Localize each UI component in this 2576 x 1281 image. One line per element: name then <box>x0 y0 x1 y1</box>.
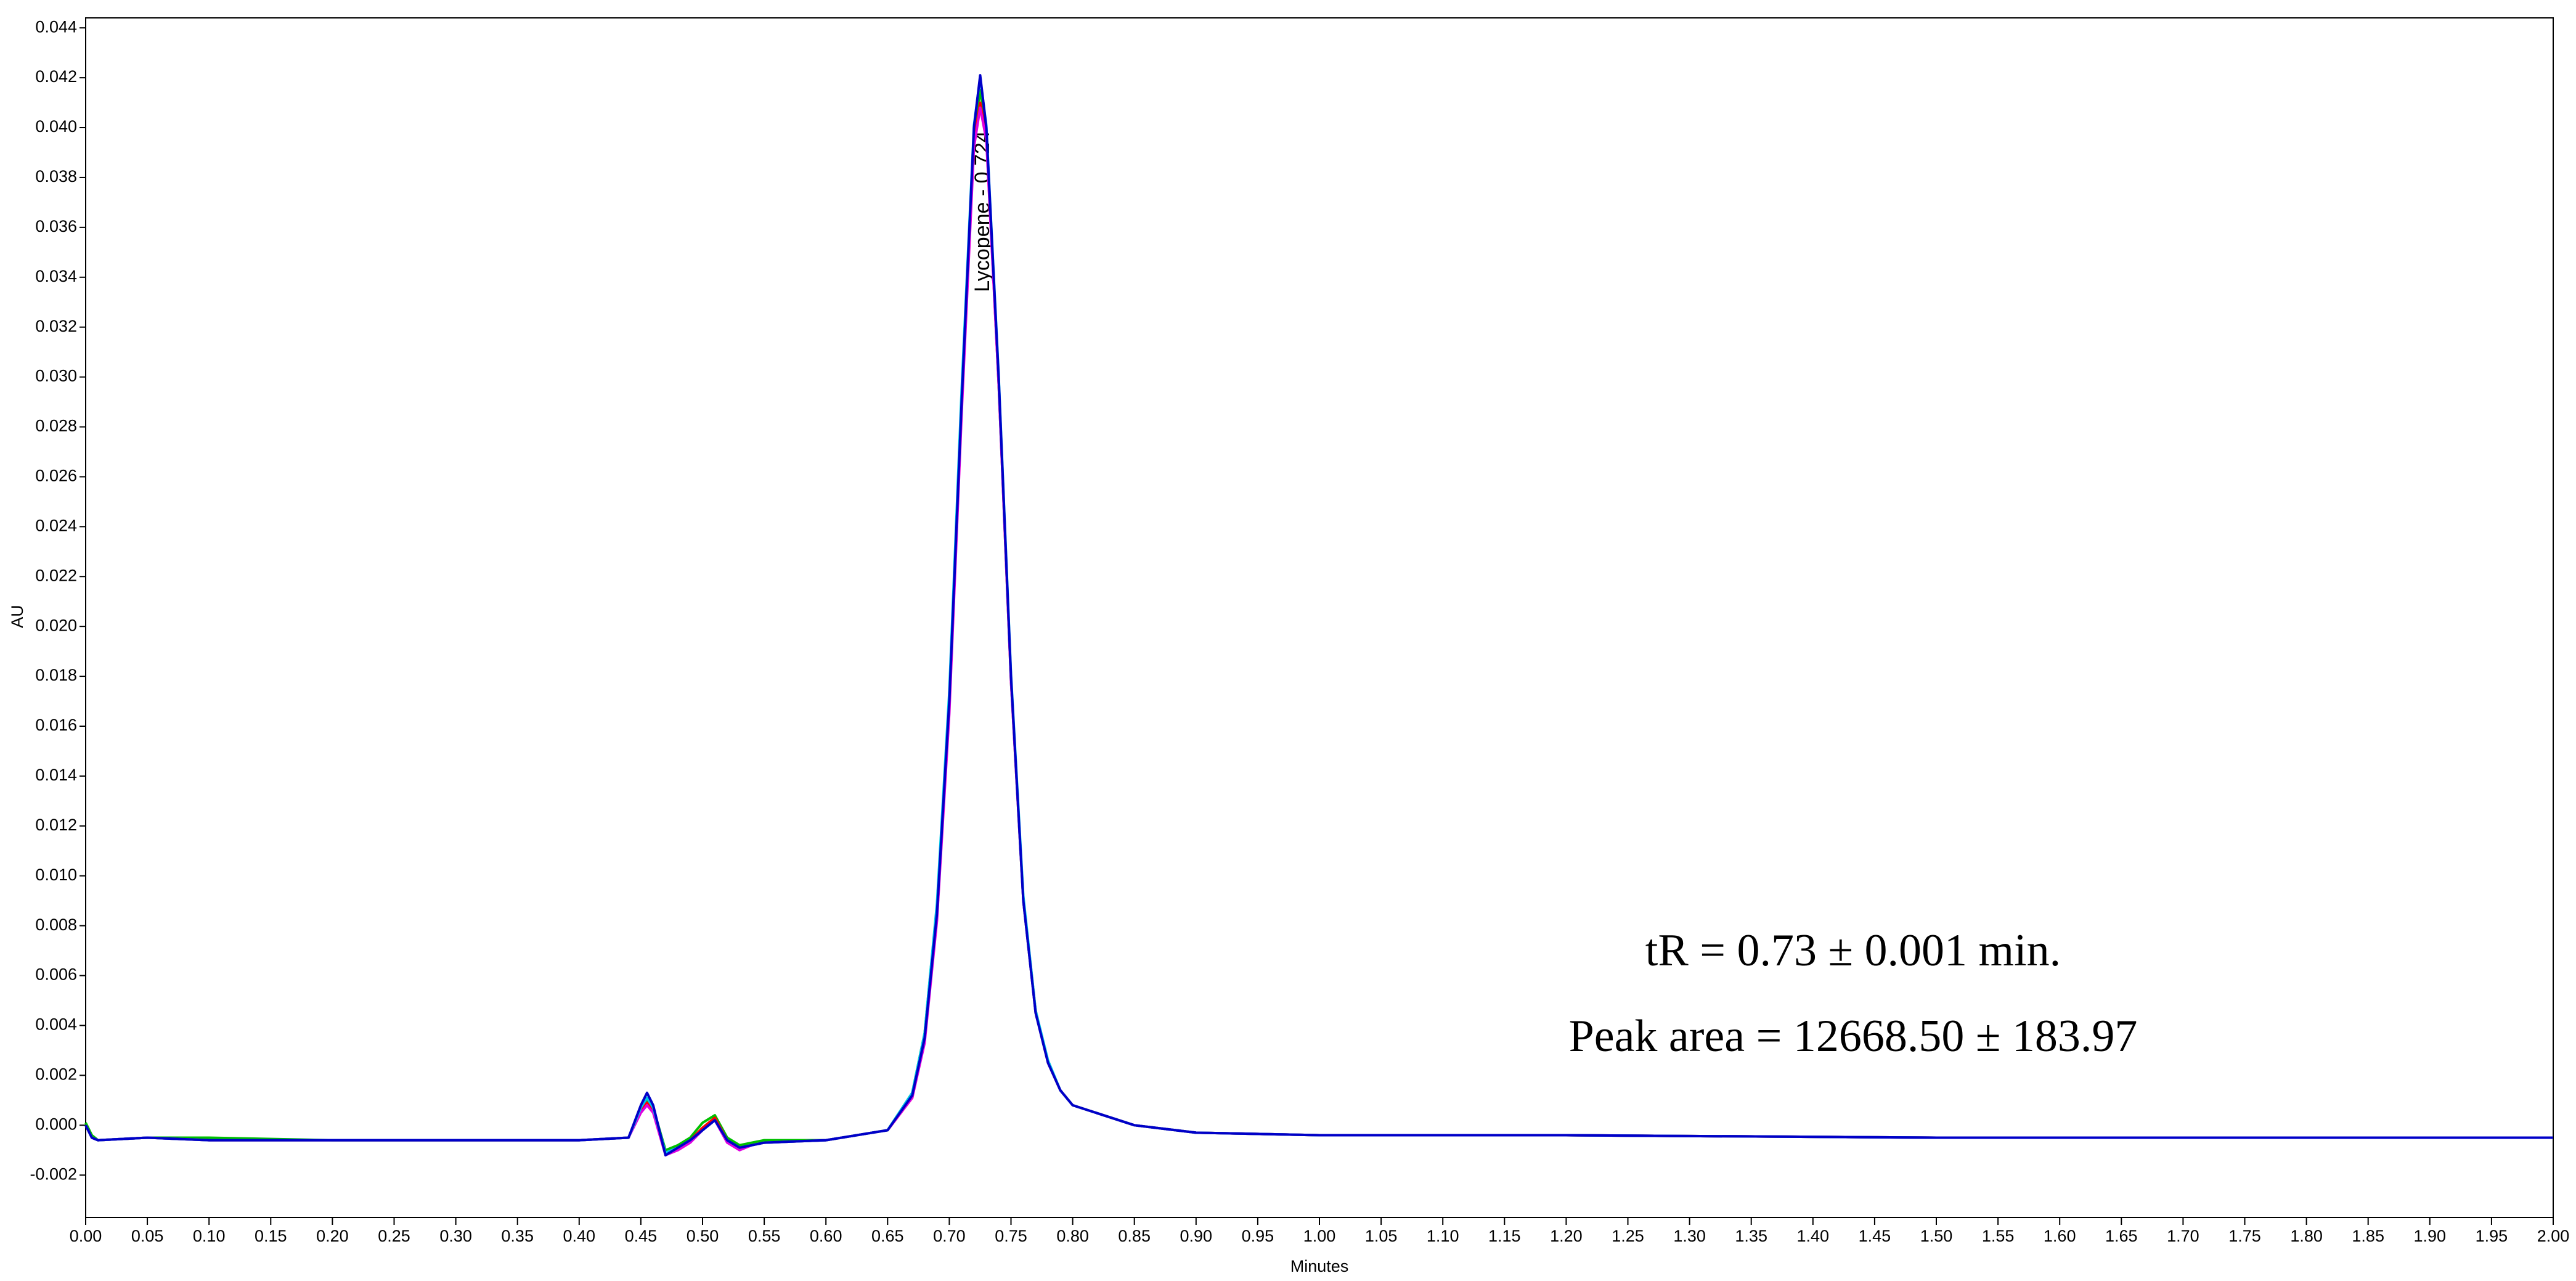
y-tick-label: 0.038 <box>35 167 77 186</box>
x-tick-label: 1.95 <box>2476 1227 2508 1245</box>
x-tick-label: 1.30 <box>1673 1227 1706 1245</box>
x-tick-label: 0.10 <box>193 1227 226 1245</box>
x-tick-label: 0.35 <box>501 1227 534 1245</box>
x-tick-label: 2.00 <box>2537 1227 2570 1245</box>
x-tick-label: 0.85 <box>1118 1227 1151 1245</box>
x-tick-label: 1.90 <box>2414 1227 2447 1245</box>
x-tick-label: 0.65 <box>871 1227 904 1245</box>
x-tick-label: 0.40 <box>563 1227 596 1245</box>
x-tick-label: 1.35 <box>1735 1227 1767 1245</box>
x-tick-label: 1.65 <box>2105 1227 2138 1245</box>
y-tick-label: 0.002 <box>35 1065 77 1084</box>
x-tick-label: 0.25 <box>378 1227 410 1245</box>
x-tick-label: 0.90 <box>1180 1227 1213 1245</box>
y-tick-label: 0.010 <box>35 866 77 884</box>
x-tick-label: 0.75 <box>995 1227 1027 1245</box>
y-tick-label: 0.012 <box>35 816 77 834</box>
x-tick-label: 0.95 <box>1242 1227 1274 1245</box>
x-tick-label: 0.45 <box>625 1227 658 1245</box>
y-tick-label: 0.042 <box>35 67 77 86</box>
x-axis-label: Minutes <box>1290 1257 1349 1275</box>
x-tick-label: 1.20 <box>1550 1227 1583 1245</box>
x-tick-label: 0.55 <box>748 1227 781 1245</box>
x-tick-label: 0.60 <box>810 1227 842 1245</box>
x-tick-label: 1.85 <box>2352 1227 2384 1245</box>
x-tick-label: 1.05 <box>1365 1227 1398 1245</box>
retention-annotation: tR = 0.73 ± 0.001 min. <box>1645 925 2061 976</box>
y-tick-label: 0.030 <box>35 367 77 385</box>
x-tick-label: 1.50 <box>1920 1227 1953 1245</box>
x-tick-label: 1.60 <box>2044 1227 2076 1245</box>
y-tick-label: 0.032 <box>35 317 77 335</box>
x-tick-label: 1.40 <box>1797 1227 1830 1245</box>
y-tick-label: 0.034 <box>35 267 77 285</box>
x-tick-label: 1.25 <box>1612 1227 1644 1245</box>
y-tick-label: 0.040 <box>35 117 77 136</box>
x-tick-label: 0.05 <box>131 1227 164 1245</box>
x-tick-label: 1.55 <box>1982 1227 2015 1245</box>
y-tick-label: 0.024 <box>35 516 77 534</box>
area-annotation: Peak area = 12668.50 ± 183.97 <box>1569 1011 2138 1062</box>
y-tick-label: 0.022 <box>35 566 77 584</box>
y-tick-label: 0.016 <box>35 716 77 734</box>
series-line <box>84 101 2553 1154</box>
x-tick-label: 0.50 <box>687 1227 719 1245</box>
x-tick-label: 0.20 <box>316 1227 349 1245</box>
y-tick-label: 0.006 <box>35 965 77 984</box>
x-tick-label: 1.15 <box>1488 1227 1521 1245</box>
x-tick-label: 1.70 <box>2167 1227 2199 1245</box>
y-tick-label: 0.020 <box>35 616 77 634</box>
series-line <box>84 106 2553 1156</box>
x-tick-label: 1.00 <box>1303 1227 1336 1245</box>
series-line <box>84 89 2553 1152</box>
x-tick-label: 0.00 <box>70 1227 102 1245</box>
x-tick-label: 1.10 <box>1427 1227 1459 1245</box>
y-tick-label: 0.026 <box>35 467 77 485</box>
y-tick-label: -0.002 <box>30 1164 77 1183</box>
x-tick-label: 1.45 <box>1859 1227 1891 1245</box>
x-tick-label: 0.15 <box>255 1227 287 1245</box>
y-tick-label: 0.004 <box>35 1015 77 1034</box>
y-tick-label: 0.000 <box>35 1115 77 1133</box>
y-tick-label: 0.036 <box>35 217 77 235</box>
y-tick-label: 0.028 <box>35 417 77 435</box>
y-tick-label: 0.014 <box>35 766 77 784</box>
series-line <box>84 74 2553 1156</box>
y-tick-label: 0.044 <box>35 17 77 36</box>
x-tick-label: 1.80 <box>2290 1227 2323 1245</box>
x-tick-label: 0.30 <box>439 1227 472 1245</box>
x-tick-label: 1.75 <box>2228 1227 2261 1245</box>
y-axis-label: AU <box>8 605 26 628</box>
series-line <box>84 76 2553 1154</box>
x-tick-label: 0.80 <box>1056 1227 1089 1245</box>
y-tick-label: 0.008 <box>35 915 77 934</box>
x-tick-label: 0.70 <box>933 1227 966 1245</box>
y-tick-label: 0.018 <box>35 666 77 684</box>
plot-frame <box>85 17 2554 1218</box>
